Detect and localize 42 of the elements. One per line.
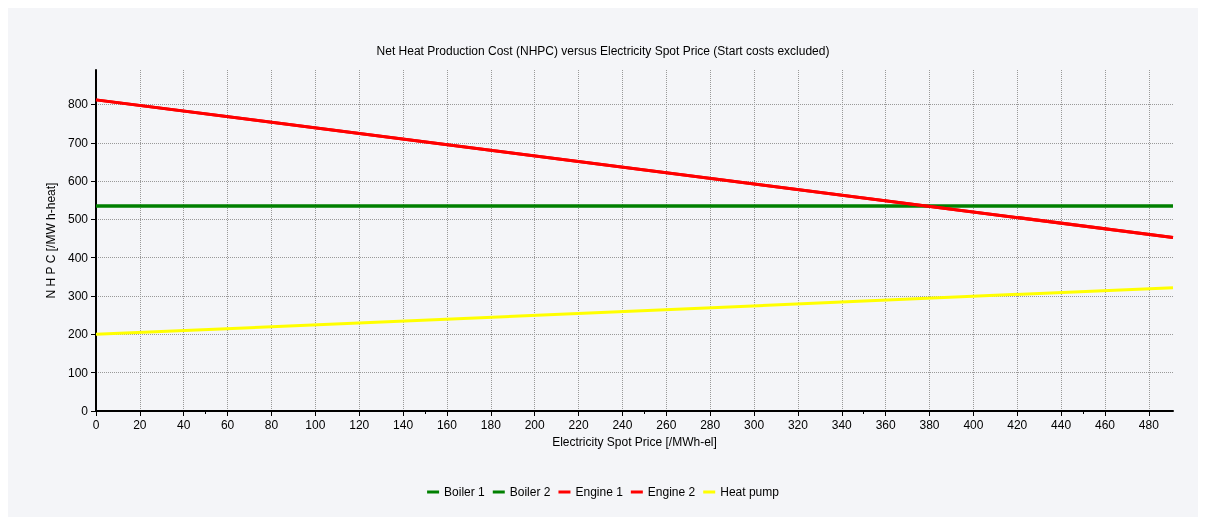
y-axis-title: N H P C [/MW h-heat] xyxy=(44,182,59,299)
chart-title: Net Heat Production Cost (NHPC) versus Electricity Spot Price (Start costs excluded) xyxy=(376,44,830,58)
x-tick-label: 280 xyxy=(700,418,721,432)
x-tick-label: 420 xyxy=(1007,418,1028,432)
x-tick-label: 460 xyxy=(1094,418,1116,432)
x-tick-label: 140 xyxy=(393,418,414,432)
x-axis-title: Electricity Spot Price [/MWh-el] xyxy=(552,434,717,449)
x-tick-label: 340 xyxy=(831,418,853,432)
x-tick-label: 260 xyxy=(656,418,677,432)
y-tick-label: 0 xyxy=(81,404,89,418)
x-tick-label: 40 xyxy=(177,418,191,432)
y-tick-label: 100 xyxy=(67,365,89,380)
x-tick-label: 80 xyxy=(264,418,279,432)
legend-label: Engine 1 xyxy=(575,485,624,499)
x-tick-label: 0 xyxy=(92,418,100,432)
legend-label: Boiler 1 xyxy=(444,485,486,499)
x-tick-label: 240 xyxy=(612,418,633,432)
y-tick-label: 600 xyxy=(67,174,89,189)
x-tick-label: 180 xyxy=(480,418,502,432)
x-tick-label: 400 xyxy=(963,418,984,432)
x-tick-label: 220 xyxy=(568,418,589,432)
x-tick-label: 60 xyxy=(220,418,235,432)
y-tick-label: 300 xyxy=(67,289,89,304)
legend-label: Heat pump xyxy=(720,485,780,499)
y-tick-label: 500 xyxy=(67,212,89,227)
x-tick-label: 20 xyxy=(133,418,147,432)
y-tick-label: 700 xyxy=(67,135,89,150)
x-tick-label: 320 xyxy=(787,418,809,432)
legend-label: Boiler 2 xyxy=(509,485,551,499)
legend-label: Engine 2 xyxy=(647,485,696,499)
x-tick-label: 100 xyxy=(305,418,326,432)
y-tick-label: 400 xyxy=(67,250,89,265)
x-tick-label: 380 xyxy=(919,418,940,432)
x-tick-label: 480 xyxy=(1138,418,1160,432)
x-tick-label: 360 xyxy=(875,418,896,432)
x-tick-label: 440 xyxy=(1051,418,1072,432)
x-tick-label: 200 xyxy=(524,418,546,432)
x-tick-label: 120 xyxy=(349,418,370,432)
y-tick-label: 200 xyxy=(67,327,89,342)
y-tick-label: 800 xyxy=(67,97,89,112)
x-tick-label: 300 xyxy=(744,418,765,432)
x-tick-label: 160 xyxy=(436,418,458,432)
